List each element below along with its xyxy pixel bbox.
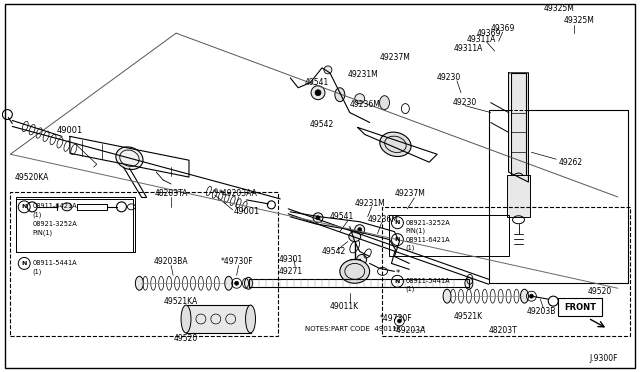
Ellipse shape bbox=[349, 232, 361, 241]
Bar bbox=[489, 110, 628, 283]
Text: N: N bbox=[395, 220, 400, 225]
Circle shape bbox=[529, 294, 533, 298]
Text: 08911-5441A: 08911-5441A bbox=[405, 278, 450, 284]
Circle shape bbox=[315, 90, 321, 96]
Text: FRONT: FRONT bbox=[564, 302, 596, 312]
Ellipse shape bbox=[335, 88, 345, 102]
Text: 08921-3252A: 08921-3252A bbox=[32, 221, 77, 227]
Ellipse shape bbox=[116, 147, 143, 170]
Bar bbox=[186, 305, 250, 333]
Text: (1): (1) bbox=[405, 244, 415, 251]
Bar bbox=[390, 215, 509, 256]
Text: 49230: 49230 bbox=[437, 73, 461, 82]
Circle shape bbox=[358, 228, 362, 232]
Text: (1): (1) bbox=[32, 268, 42, 275]
Text: 49262: 49262 bbox=[558, 158, 582, 167]
Text: 49325M: 49325M bbox=[543, 4, 574, 13]
Text: 08911-6421A: 08911-6421A bbox=[405, 237, 450, 243]
Text: *: * bbox=[396, 269, 399, 278]
Ellipse shape bbox=[513, 173, 524, 181]
Text: N: N bbox=[395, 237, 400, 242]
Text: 49325M: 49325M bbox=[563, 16, 594, 25]
Ellipse shape bbox=[181, 305, 191, 333]
Text: NOTES:PART CODE  49011K ........*: NOTES:PART CODE 49011K ........* bbox=[305, 326, 425, 332]
Circle shape bbox=[313, 213, 323, 223]
Circle shape bbox=[316, 216, 320, 220]
Text: 49542: 49542 bbox=[322, 247, 346, 256]
Text: 49369: 49369 bbox=[477, 29, 501, 38]
Bar bbox=[558, 298, 602, 316]
Ellipse shape bbox=[136, 276, 143, 290]
Text: *49203AA: *49203AA bbox=[219, 189, 258, 198]
Circle shape bbox=[355, 94, 365, 104]
Ellipse shape bbox=[520, 289, 529, 303]
Text: 49237M: 49237M bbox=[394, 189, 426, 198]
Text: 08911-5441A: 08911-5441A bbox=[32, 260, 77, 266]
Text: 49231M: 49231M bbox=[348, 70, 378, 79]
Circle shape bbox=[311, 86, 325, 100]
Bar bbox=[511, 73, 527, 177]
Text: 49520KA: 49520KA bbox=[14, 173, 49, 182]
Ellipse shape bbox=[62, 203, 72, 211]
Circle shape bbox=[356, 254, 367, 264]
Text: 49001: 49001 bbox=[57, 126, 83, 135]
Text: 49521K: 49521K bbox=[454, 311, 483, 321]
Text: 49369: 49369 bbox=[491, 24, 515, 33]
Ellipse shape bbox=[340, 259, 370, 283]
Text: 49001: 49001 bbox=[234, 207, 260, 216]
Text: 49541: 49541 bbox=[305, 78, 330, 87]
Text: 49542: 49542 bbox=[310, 120, 334, 129]
Ellipse shape bbox=[225, 276, 233, 290]
Text: N: N bbox=[22, 261, 27, 266]
Text: 49011K: 49011K bbox=[330, 302, 359, 311]
Text: 49521KA: 49521KA bbox=[163, 296, 197, 306]
Circle shape bbox=[355, 225, 365, 235]
Text: J.9300F: J.9300F bbox=[589, 354, 618, 363]
Text: 49311A: 49311A bbox=[467, 35, 496, 44]
Bar bbox=[489, 110, 628, 283]
Ellipse shape bbox=[443, 289, 451, 303]
Text: *49730F: *49730F bbox=[221, 257, 253, 266]
Text: *: * bbox=[212, 189, 217, 198]
Text: N: N bbox=[395, 279, 400, 284]
Ellipse shape bbox=[244, 277, 253, 289]
Ellipse shape bbox=[246, 305, 255, 333]
Text: 08911-6421A: 08911-6421A bbox=[32, 203, 77, 209]
Text: 49520: 49520 bbox=[588, 287, 612, 296]
Text: (1): (1) bbox=[32, 212, 42, 218]
Bar bbox=[16, 199, 133, 251]
Text: PIN(1): PIN(1) bbox=[32, 230, 52, 236]
Bar bbox=[16, 197, 136, 251]
Text: 49301: 49301 bbox=[278, 255, 303, 264]
Text: 49541: 49541 bbox=[330, 212, 354, 221]
Ellipse shape bbox=[380, 96, 390, 110]
Text: 49311A: 49311A bbox=[454, 44, 483, 52]
Circle shape bbox=[324, 66, 332, 74]
Text: 49271: 49271 bbox=[278, 267, 303, 276]
Text: *49730F: *49730F bbox=[380, 314, 412, 324]
Text: 49520: 49520 bbox=[174, 334, 198, 343]
Text: 49236M: 49236M bbox=[367, 215, 399, 224]
Text: 49230: 49230 bbox=[453, 98, 477, 107]
Ellipse shape bbox=[380, 132, 411, 157]
Bar bbox=[381, 207, 630, 336]
Bar bbox=[507, 175, 531, 217]
Text: 49203BA: 49203BA bbox=[153, 257, 188, 266]
Text: N: N bbox=[22, 204, 27, 209]
Bar bbox=[10, 192, 278, 336]
Text: 48203TA: 48203TA bbox=[154, 189, 188, 198]
Text: 49237M: 49237M bbox=[380, 54, 410, 62]
Text: 49203B: 49203B bbox=[527, 307, 556, 315]
Text: PIN(1): PIN(1) bbox=[405, 227, 426, 234]
Ellipse shape bbox=[465, 277, 473, 289]
Text: 49231M: 49231M bbox=[355, 199, 385, 208]
Text: 49236M: 49236M bbox=[350, 100, 381, 109]
Circle shape bbox=[397, 319, 401, 323]
Text: 08921-3252A: 08921-3252A bbox=[405, 220, 450, 226]
Circle shape bbox=[235, 281, 239, 285]
Text: *49203A: *49203A bbox=[392, 326, 426, 336]
Text: 48203T: 48203T bbox=[489, 326, 518, 336]
Text: (1): (1) bbox=[405, 286, 415, 292]
